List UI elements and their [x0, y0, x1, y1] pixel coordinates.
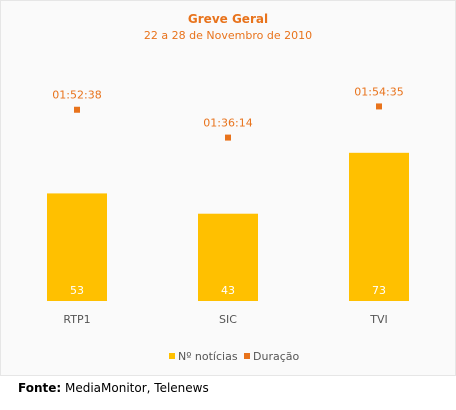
chart-frame: Greve Geral 22 a 28 de Novembro de 2010 …: [0, 0, 456, 376]
bar-value-tvi: 73: [372, 284, 386, 297]
bar-sic: [198, 213, 258, 301]
point-sic: [225, 134, 231, 141]
point-label-rtp1: 01:52:38: [52, 89, 101, 102]
point-tvi: [376, 103, 382, 110]
bar-rtp1: [47, 193, 107, 301]
bar-value-rtp1: 53: [70, 284, 84, 297]
chart: Greve Geral 22 a 28 de Novembro de 2010 …: [47, 12, 409, 363]
legend-label-noticias: Nº notícias: [178, 350, 238, 363]
source-note: Fonte: MediaMonitor, Telenews: [18, 381, 209, 395]
x-tick-tvi: TVI: [369, 313, 388, 326]
legend-swatch-noticias: [169, 353, 175, 359]
legend: Nº notícias Duração: [169, 350, 299, 363]
chart-title: Greve Geral: [188, 12, 268, 26]
bar-tvi: [349, 152, 409, 301]
point-rtp1: [74, 106, 80, 113]
source-text: MediaMonitor, Telenews: [61, 381, 209, 395]
x-tick-sic: SIC: [219, 313, 237, 326]
chart-subtitle: 22 a 28 de Novembro de 2010: [144, 29, 312, 42]
x-tick-rtp1: RTP1: [63, 313, 90, 326]
legend-swatch-duracao: [244, 353, 250, 359]
legend-label-duracao: Duração: [253, 350, 299, 363]
source-label: Fonte:: [18, 381, 62, 395]
bar-value-sic: 43: [221, 284, 235, 297]
point-label-tvi: 01:54:35: [354, 85, 403, 98]
point-label-sic: 01:36:14: [203, 117, 252, 130]
